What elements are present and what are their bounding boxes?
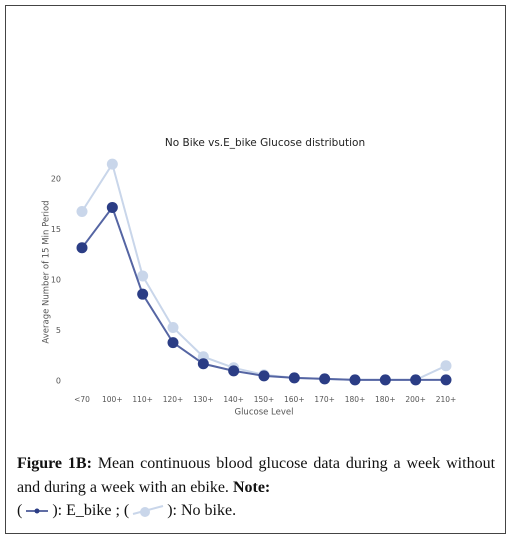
caption-punct: ( <box>17 502 23 519</box>
series-line <box>81 161 447 381</box>
x-tick-label: 210+ <box>436 395 457 404</box>
x-tick-label: 200+ <box>405 395 426 404</box>
data-point <box>197 358 209 370</box>
y-tick-label: 20 <box>51 175 61 184</box>
data-point <box>228 365 240 377</box>
legend-entry: E_bike <box>66 502 112 519</box>
x-tick-label: 110+ <box>132 395 153 404</box>
chart-title: No Bike vs.E_bike Glucose distribution <box>165 137 365 149</box>
y-tick-label: 0 <box>56 376 61 385</box>
data-point <box>106 201 118 213</box>
data-point <box>76 205 88 217</box>
y-tick-label: 5 <box>56 326 61 335</box>
caption-punct: ): <box>52 502 67 519</box>
caption-label: Figure 1B: <box>17 455 92 472</box>
data-point <box>167 321 179 333</box>
x-tick-label: 120+ <box>163 395 184 404</box>
figure-frame <box>5 5 506 534</box>
data-point <box>137 270 149 282</box>
caption-text: Mean continuous blood glucose data durin… <box>17 455 496 496</box>
data-point <box>349 374 361 386</box>
x-tick-label: 170+ <box>314 395 335 404</box>
x-tick-label: 130+ <box>193 395 214 404</box>
y-axis-label: Average Number of 15 Min Period <box>42 200 52 343</box>
x-tick-label: 160+ <box>284 395 305 404</box>
x-axis-label: Glucose Level <box>234 408 293 418</box>
legend-icon <box>26 508 49 514</box>
data-point <box>167 337 179 349</box>
y-tick-label: 15 <box>51 225 61 234</box>
caption: Figure 1B: Mean continuous blood glucose… <box>17 452 495 523</box>
data-point <box>106 158 118 170</box>
x-tick-label: 180+ <box>375 395 396 404</box>
legend-icon <box>132 505 164 518</box>
data-point <box>76 242 88 254</box>
data-point <box>137 288 149 300</box>
data-point <box>440 374 452 386</box>
x-tick-label: 150+ <box>254 395 275 404</box>
x-tick-label: <70 <box>74 395 90 404</box>
y-tick-label: 10 <box>51 276 61 285</box>
x-tick-label: 180+ <box>345 395 366 404</box>
data-point <box>288 372 300 384</box>
data-point <box>319 373 331 385</box>
series-line <box>81 205 446 381</box>
x-tick-label: 100+ <box>102 395 123 404</box>
caption-punct: ): <box>167 502 181 519</box>
data-point <box>258 370 270 382</box>
caption-punct: ; ( <box>111 502 130 519</box>
data-point <box>410 374 422 386</box>
data-point <box>440 360 452 372</box>
x-tick-label: 140+ <box>223 395 244 404</box>
data-point <box>379 374 391 386</box>
legend-entry: No bike <box>181 502 233 519</box>
chart: No Bike vs.E_bike Glucose distribution G… <box>42 137 457 418</box>
caption-note-label: Note: <box>232 478 271 496</box>
caption-punct: . <box>232 502 237 519</box>
